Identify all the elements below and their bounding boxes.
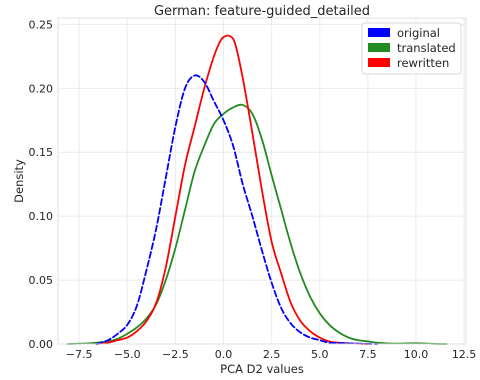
series-line-original bbox=[95, 74, 379, 345]
axes-border bbox=[57, 17, 467, 345]
x-tick-label: 0.0 bbox=[215, 348, 233, 361]
x-axis-label: PCA D2 values bbox=[220, 362, 304, 376]
x-tick-label: 10.0 bbox=[404, 348, 429, 361]
x-tick-label: 5.0 bbox=[311, 348, 329, 361]
x-tick-label: 7.5 bbox=[359, 348, 377, 361]
y-tick-label: 0.05 bbox=[29, 274, 54, 287]
y-tick-label: 0.10 bbox=[29, 210, 54, 223]
axes-frame bbox=[57, 17, 467, 345]
series-line-translated bbox=[66, 103, 448, 345]
legend-label-original: original bbox=[397, 26, 440, 40]
chart-title: German: feature-guided_detailed bbox=[154, 4, 370, 19]
density-curves bbox=[66, 34, 448, 345]
y-tick-label: 0.20 bbox=[29, 82, 54, 95]
y-tick-label: 0.00 bbox=[29, 338, 54, 351]
series-line-rewritten bbox=[95, 34, 369, 345]
legend-swatch-rewritten bbox=[368, 58, 390, 67]
legend-label-translated: translated bbox=[397, 41, 456, 55]
legend-swatch-translated bbox=[368, 43, 390, 52]
y-tick-label: 0.15 bbox=[29, 146, 54, 159]
x-tick-label: 2.5 bbox=[263, 348, 281, 361]
x-tick-label: −2.5 bbox=[162, 348, 189, 361]
y-axis-ticks: 0.00 0.05 0.10 0.15 0.20 0.25 bbox=[29, 18, 54, 351]
y-axis-label: Density bbox=[12, 159, 26, 203]
legend-label-rewritten: rewritten bbox=[397, 56, 449, 70]
legend-swatch-original bbox=[368, 28, 390, 37]
x-tick-label: −5.0 bbox=[114, 348, 141, 361]
x-tick-label: −7.5 bbox=[66, 348, 93, 361]
y-tick-label: 0.25 bbox=[29, 18, 54, 31]
x-axis-ticks: −7.5 −5.0 −2.5 0.0 2.5 5.0 7.5 10.0 12.5 bbox=[66, 348, 477, 361]
x-tick-label: 12.5 bbox=[452, 348, 477, 361]
